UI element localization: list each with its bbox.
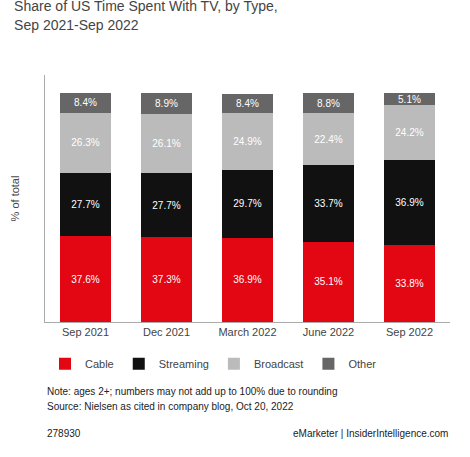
svg-text:33.8%: 33.8% [395,278,423,289]
svg-text:8.4%: 8.4% [74,97,97,108]
svg-text:March 2022: March 2022 [218,326,276,338]
svg-text:27.7%: 27.7% [152,200,180,211]
svg-text:33.7%: 33.7% [314,198,342,209]
svg-text:37.3%: 37.3% [152,274,180,285]
svg-text:Cable: Cable [85,358,114,370]
svg-text:278930: 278930 [47,428,81,439]
svg-text:26.3%: 26.3% [71,137,99,148]
svg-text:8.9%: 8.9% [155,98,178,109]
svg-text:Note: ages 2+; numbers may not: Note: ages 2+; numbers may not add up to… [47,386,337,397]
svg-text:Broadcast: Broadcast [254,358,304,370]
svg-text:8.8%: 8.8% [317,98,340,109]
svg-text:35.1%: 35.1% [314,276,342,287]
svg-text:Share of US Time Spent With TV: Share of US Time Spent With TV, by Type,… [14,0,278,33]
svg-text:36.9%: 36.9% [395,197,423,208]
svg-text:5.1%: 5.1% [398,94,421,105]
svg-text:36.9%: 36.9% [233,274,261,285]
svg-text:37.6%: 37.6% [71,274,99,285]
svg-text:24.2%: 24.2% [395,127,423,138]
svg-text:Streaming: Streaming [159,358,209,370]
svg-text:26.1%: 26.1% [152,138,180,149]
svg-text:eMarketer | InsiderIntelligenc: eMarketer | InsiderIntelligence.com [293,428,448,439]
svg-text:8.4%: 8.4% [236,98,259,109]
svg-text:27.7%: 27.7% [71,199,99,210]
svg-text:Sep 2021: Sep 2021 [62,326,109,338]
svg-text:29.7%: 29.7% [233,198,261,209]
svg-text:24.9%: 24.9% [233,136,261,147]
svg-text:22.4%: 22.4% [314,134,342,145]
svg-text:Other: Other [348,358,376,370]
svg-text:June 2022: June 2022 [303,326,354,338]
svg-text:Dec 2021: Dec 2021 [143,326,190,338]
svg-text:Source: Nielsen as cited in co: Source: Nielsen as cited in company blog… [47,401,294,412]
svg-text:% of total: % of total [9,176,21,222]
svg-text:Sep 2022: Sep 2022 [386,326,433,338]
